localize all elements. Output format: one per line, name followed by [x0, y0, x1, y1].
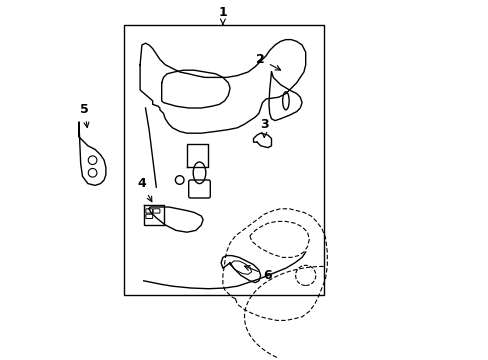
- Text: 4: 4: [137, 177, 152, 202]
- Bar: [123, 25, 323, 295]
- Text: 1: 1: [218, 6, 227, 25]
- Text: 3: 3: [260, 118, 268, 138]
- Text: 5: 5: [80, 103, 89, 127]
- Text: 6: 6: [244, 266, 272, 282]
- Text: 2: 2: [256, 53, 280, 70]
